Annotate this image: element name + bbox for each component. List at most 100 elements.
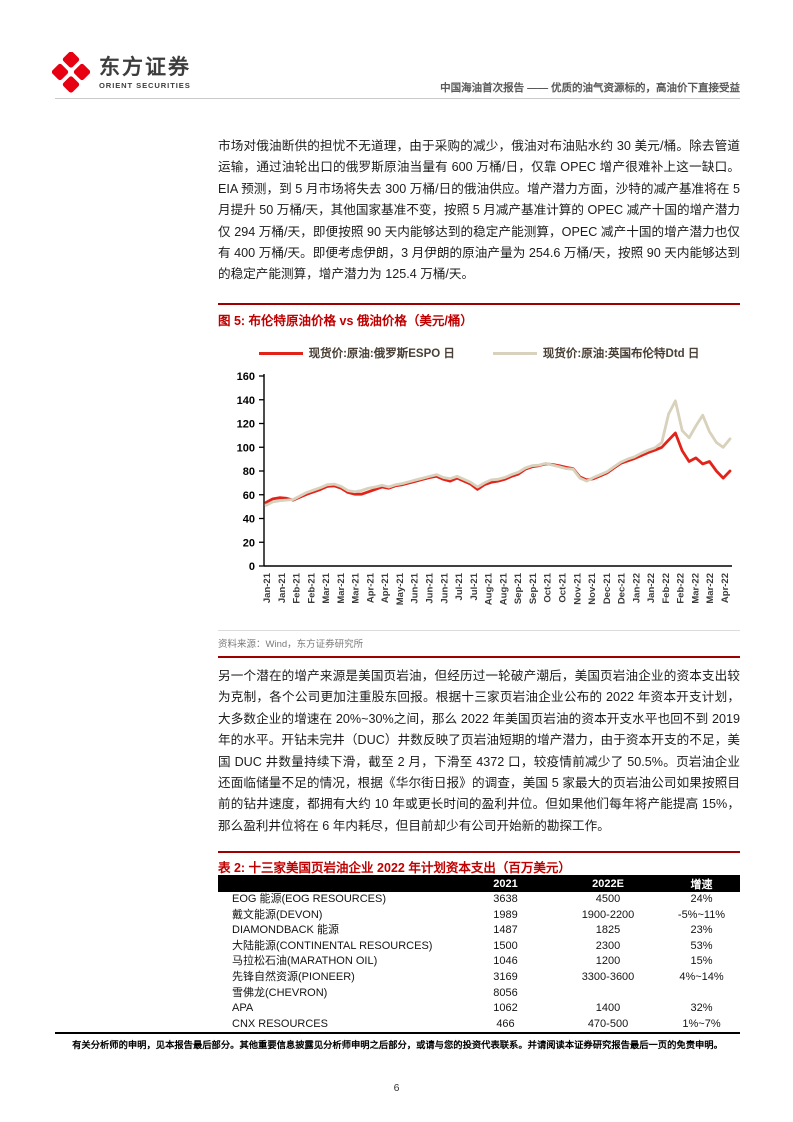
- brand-name-cn: 东方证券: [99, 56, 191, 79]
- company-name-cell: DIAMONDBACK 能源: [232, 924, 339, 937]
- value-cell: [663, 986, 740, 1002]
- value-cell: 1062: [493, 1002, 518, 1015]
- company-name-cell: 马拉松石油(MARATHON OIL): [232, 955, 378, 968]
- y-tick-label: 40: [243, 514, 255, 526]
- x-tick-label: Aug-21: [484, 572, 495, 605]
- value-cell: 4500: [595, 893, 621, 905]
- x-tick-label: Apr-22: [720, 573, 731, 603]
- x-tick-label: Sep-21: [528, 572, 539, 604]
- figure-source: 资料来源：Wind，东方证券研究所: [218, 639, 364, 650]
- legend-line-swatch: [492, 351, 537, 355]
- value-cell: 24%: [690, 893, 713, 905]
- y-tick-label: 160: [237, 371, 255, 383]
- orient-securities-logo: 东方证券 ORIENT SECURITIES: [52, 52, 191, 94]
- figure-bottom-rule: [218, 656, 740, 658]
- y-tick-label: 140: [237, 395, 255, 407]
- table-header-2021: 2021: [458, 875, 553, 892]
- value-cell: 1500: [493, 939, 518, 952]
- table-header-company: [218, 875, 458, 892]
- value-cell: 1900-2200: [581, 908, 635, 921]
- x-tick-label: Jun-21: [410, 572, 421, 603]
- capex-table: 2021 2022E 增速 EOG 能源(EOG RESOURCES) 3638 4…: [218, 875, 740, 1035]
- table-row: 雪佛龙(CHEVRON) 8056: [218, 986, 740, 1002]
- value-cell: [553, 986, 663, 1002]
- y-tick-label: 20: [243, 537, 255, 549]
- body-paragraph-2: 另一个潜在的增产来源是美国页岩油，但经历过一轮破产潮后，美国页岩油企业的资本支出…: [218, 669, 740, 833]
- value-cell: 23%: [690, 924, 713, 937]
- x-tick-label: Mar-22: [690, 573, 701, 604]
- brand-diamond-icon: [52, 52, 90, 93]
- report-header-title: 中国海油首次报告 —— 优质的油气资源标的，高油价下直接受益: [440, 82, 740, 94]
- table-row: 马拉松石油(MARATHON OIL) 1046 1200 15%: [218, 954, 740, 970]
- table-row: CNX RESOURCES 466 470-500 1%~7%: [218, 1017, 740, 1034]
- value-cell: 1400: [595, 1002, 621, 1015]
- table-row: DIAMONDBACK 能源 1487 1825 23%: [218, 923, 740, 939]
- x-tick-label: Sep-21: [513, 572, 524, 604]
- x-tick-label: Jan-22: [646, 573, 657, 603]
- x-tick-label: Jul-21: [454, 572, 465, 600]
- legend-label: 现货价:原油:俄罗斯ESPO 日: [308, 348, 455, 360]
- value-cell: 3638: [493, 893, 518, 905]
- table-row: 大陆能源(CONTINENTAL RESOURCES) 1500 2300 53%: [218, 939, 740, 955]
- price-line-chart: 0 20 40 60 80 100 120 140 160 Jan-21 Jan-21 Feb-21 F…: [218, 366, 740, 628]
- x-tick-label: Jun-21: [425, 572, 436, 603]
- x-tick-label: Jan-21: [262, 572, 273, 603]
- table-row: 先锋自然资源(PIONEER) 3169 3300-3600 4%~14%: [218, 970, 740, 986]
- x-tick-label: Jul-21: [469, 572, 480, 600]
- figure-title: 图 5: 布伦特原油价格 vs 俄油价格（美元/桶）: [218, 314, 473, 328]
- table-row: 戴文能源(DEVON) 1989 1900-2200 -5%~11%: [218, 908, 740, 924]
- x-tick-label: Mar-21: [351, 572, 362, 603]
- value-cell: 15%: [690, 955, 713, 968]
- chart-legend: 现货价:原油:俄罗斯ESPO 日 现货价:原油:英国布伦特Dtd 日: [218, 345, 740, 361]
- legend-line-swatch: [258, 351, 303, 355]
- source-divider: [218, 630, 740, 631]
- x-tick-label: Dec-21: [617, 572, 628, 604]
- y-tick-label: 80: [243, 466, 255, 478]
- company-name-cell: EOG 能源(EOG RESOURCES): [232, 893, 387, 905]
- figure-top-rule: [218, 303, 740, 305]
- x-tick-label: May-21: [395, 572, 406, 605]
- x-tick-label: Oct-21: [543, 572, 554, 602]
- y-tick-label: 120: [237, 419, 255, 431]
- x-tick-label: Aug-21: [498, 572, 509, 605]
- header-divider: [55, 98, 740, 99]
- brand-name-en: ORIENT SECURITIES: [99, 81, 191, 90]
- table-top-rule: [218, 851, 740, 853]
- x-tick-label: Mar-21: [321, 572, 332, 603]
- x-tick-label: Jun-21: [439, 572, 450, 603]
- x-tick-label: Nov-21: [572, 572, 583, 604]
- x-tick-label: Mar-22: [705, 573, 716, 604]
- value-cell: 470-500: [587, 1017, 629, 1030]
- value-cell: -5%~11%: [677, 908, 726, 921]
- x-tick-label: Feb-22: [661, 573, 672, 604]
- table-header-row: 2021 2022E 增速: [218, 875, 740, 892]
- footer-disclaimer: 有关分析师的申明，见本报告最后部分。其他重要信息披露见分析师申明之后部分，或请与…: [72, 1040, 723, 1050]
- company-name-cell: CNX RESOURCES: [232, 1017, 328, 1030]
- legend-item-espo: 现货价:原油:俄罗斯ESPO 日: [258, 345, 455, 361]
- company-name-cell: 雪佛龙(CHEVRON): [232, 986, 328, 999]
- company-name-cell: APA: [232, 1002, 254, 1015]
- footer-divider: [55, 1032, 740, 1034]
- company-name-cell: 大陆能源(CONTINENTAL RESOURCES): [232, 939, 433, 952]
- company-name-cell: 先锋自然资源(PIONEER): [232, 970, 355, 983]
- x-tick-label: Nov-21: [587, 572, 598, 604]
- company-name-cell: 戴文能源(DEVON): [232, 908, 323, 921]
- y-tick-label: 60: [243, 490, 255, 502]
- x-tick-label: Mar-21: [336, 572, 347, 603]
- value-cell: 1046: [493, 955, 518, 968]
- x-tick-label: Apr-21: [365, 572, 376, 603]
- value-cell: 1487: [493, 924, 518, 937]
- table-row: APA 1062 1400 32%: [218, 1001, 740, 1017]
- x-tick-label: Jan-22: [631, 573, 642, 603]
- value-cell: 4%~14%: [679, 970, 724, 983]
- legend-label: 现货价:原油:英国布伦特Dtd 日: [542, 348, 700, 360]
- table-header-growth: 增速: [663, 875, 740, 892]
- y-tick-label: 0: [249, 561, 255, 573]
- x-tick-label: Feb-21: [292, 572, 303, 603]
- table-header-2022e: 2022E: [553, 875, 663, 892]
- x-tick-label: Feb-21: [306, 572, 317, 603]
- x-tick-label: Oct-21: [557, 572, 568, 602]
- table-row: EOG 能源(EOG RESOURCES) 3638 4500 24%: [218, 892, 740, 908]
